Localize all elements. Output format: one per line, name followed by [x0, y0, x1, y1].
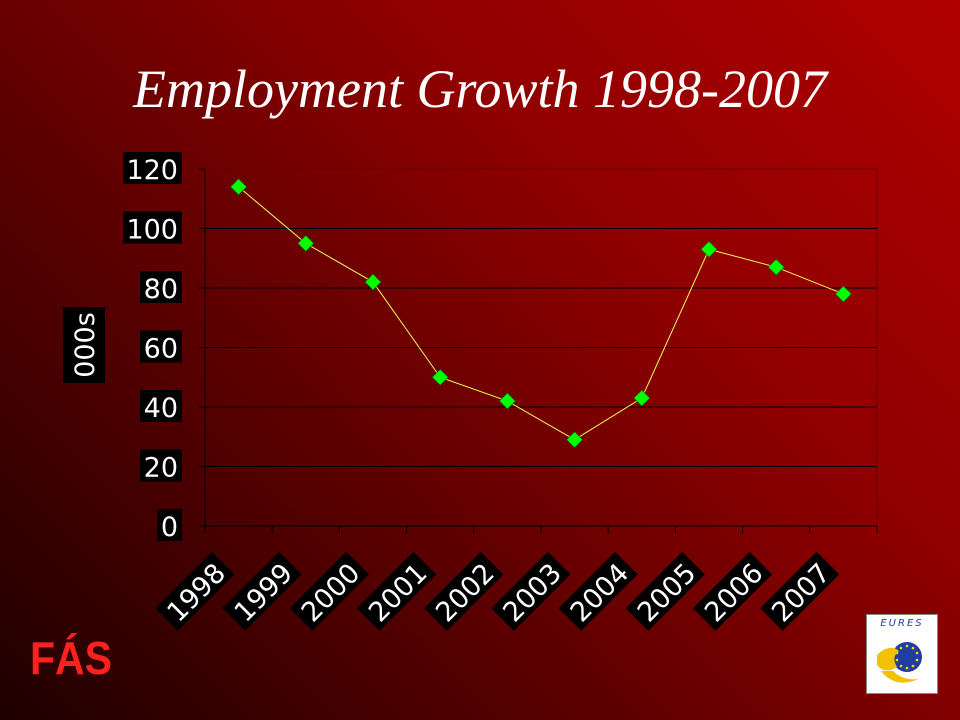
x-tick-label-bg — [356, 551, 437, 631]
fas-logo: FÁS — [30, 632, 112, 680]
slide-title: Employment Growth 1998-2007 — [133, 59, 827, 119]
y-tick-labels: 0 20 40 60 80 100 120 — [123, 152, 182, 543]
y-tick-label-bg — [140, 330, 182, 363]
chart-axes — [199, 168, 878, 533]
x-tick-label: 2001 — [356, 551, 437, 631]
x-tick-label-bg — [491, 551, 571, 631]
x-tick-label: 2000 — [289, 551, 369, 631]
y-tick-label-text: 80 — [144, 274, 178, 305]
y-axis-label: 000s — [63, 307, 105, 383]
series-markers — [230, 178, 852, 449]
fas-logo-text: FÁS — [30, 632, 112, 680]
data-point-1999 — [297, 234, 315, 252]
y-axis-label-group: 000s — [63, 307, 105, 383]
data-point-2000 — [364, 273, 382, 291]
series-line — [238, 186, 844, 441]
y-tick-label-text: 20 — [144, 453, 178, 484]
eures-emblem-icon — [877, 642, 922, 683]
x-tick-label-bg — [625, 551, 705, 631]
data-point-2002 — [498, 392, 516, 410]
x-tick-label: 2005 — [625, 551, 705, 631]
y-axis-label-text: 000s — [70, 312, 101, 378]
y-tick-label-bg — [140, 390, 182, 422]
x-tick-label: 1998 — [155, 551, 235, 631]
x-tick-label-bg — [222, 551, 302, 631]
y-tick-label-bg — [123, 211, 182, 244]
y-tick-label-text: 100 — [126, 215, 178, 246]
data-point-2004 — [633, 389, 651, 407]
y-tick-label: 40 — [140, 390, 182, 424]
y-tick-label-text: 120 — [126, 155, 178, 186]
x-tick-label-bg — [289, 551, 369, 631]
data-point-2001 — [431, 368, 449, 386]
x-tick-label: 2003 — [491, 551, 571, 631]
x-tick-label: 2006 — [692, 551, 773, 631]
x-tick-label: 1999 — [222, 551, 302, 631]
y-tick-label: 80 — [140, 271, 182, 305]
eures-logo-text: EURES — [880, 618, 924, 629]
y-tick-label: 20 — [140, 449, 182, 484]
y-tick-label-bg — [140, 271, 182, 303]
x-tick-label-bg — [424, 551, 504, 631]
x-tick-label-bg — [155, 551, 235, 631]
x-tick-label-bg — [760, 551, 840, 631]
y-tick-label-bg — [140, 449, 182, 482]
y-tick-label-text: 40 — [144, 393, 178, 424]
y-tick-label: 0 — [157, 509, 182, 543]
eures-logo: EURES — [866, 614, 938, 694]
series-polyline — [238, 186, 844, 441]
data-point-2007 — [834, 285, 852, 303]
y-tick-label-text: 0 — [161, 512, 178, 543]
y-tick-label: 60 — [140, 330, 182, 365]
data-point-2003 — [566, 431, 584, 449]
data-point-1998 — [230, 178, 248, 196]
y-tick-label-text: 60 — [144, 334, 178, 365]
y-axis-label-bg — [63, 307, 105, 383]
data-point-2005 — [700, 240, 718, 258]
x-tick-label-bg — [558, 551, 638, 631]
data-point-2006 — [767, 258, 785, 276]
x-tick-label: 2002 — [424, 551, 504, 631]
y-tick-label-bg — [123, 152, 182, 184]
y-tick-label: 120 — [123, 152, 182, 186]
y-tick-label-bg — [157, 509, 182, 541]
y-tick-label: 100 — [123, 211, 182, 246]
x-tick-label-bg — [692, 551, 773, 631]
x-tick-label: 2007 — [760, 551, 840, 631]
x-tick-label: 2004 — [558, 551, 638, 631]
chart-grid — [205, 168, 877, 527]
